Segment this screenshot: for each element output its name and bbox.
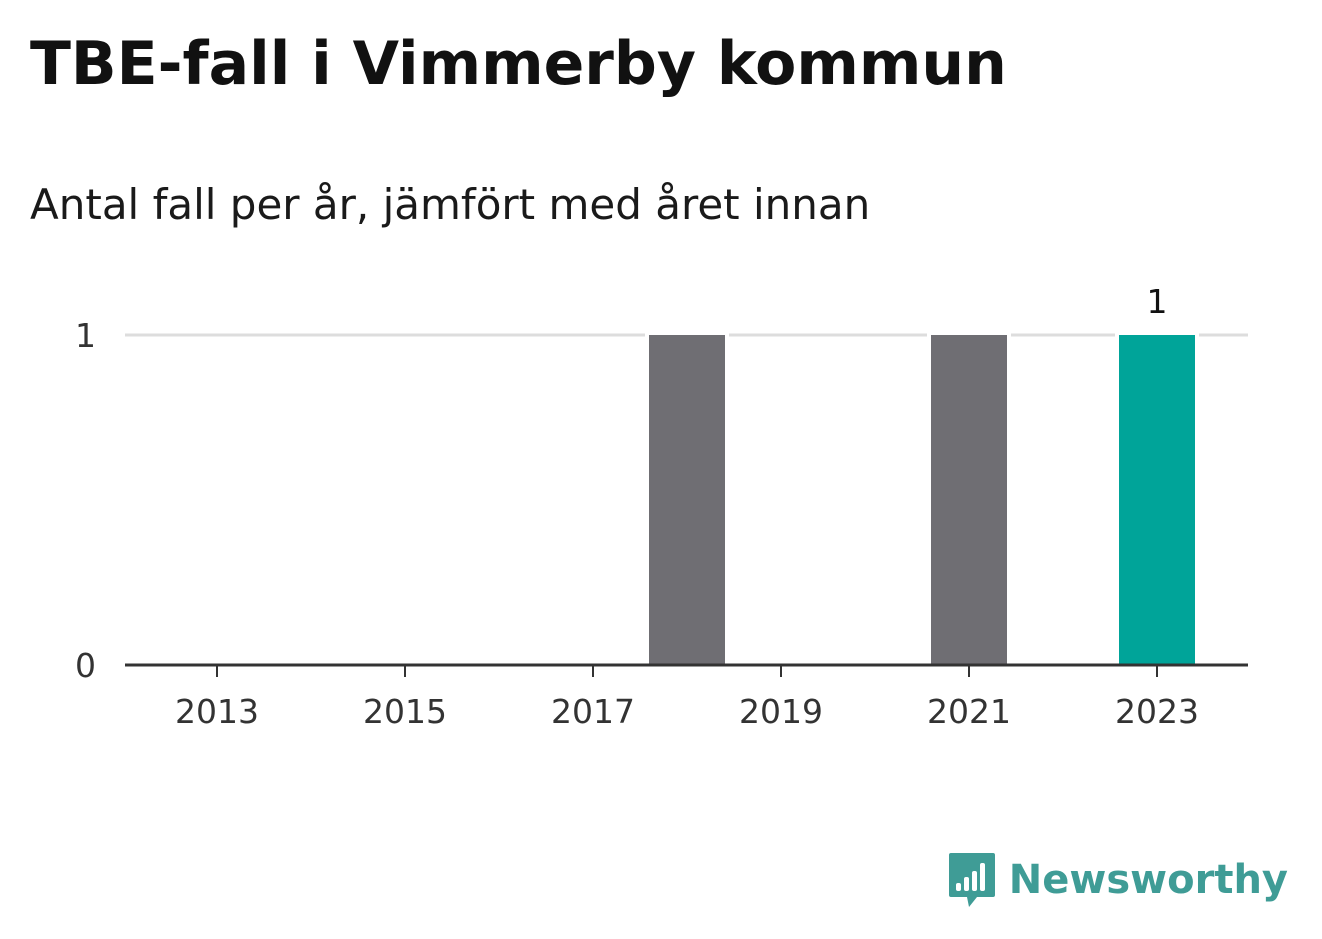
y-axis: 01: [75, 316, 96, 685]
value-labels: 1: [1147, 282, 1168, 321]
chart-title: TBE-fall i Vimmerby kommun: [30, 29, 1007, 99]
x-tick-label-2023: 2023: [1115, 692, 1199, 731]
logo-text: Newsworthy: [1008, 857, 1288, 903]
y-tick-label-0: 0: [75, 646, 96, 685]
bar-2021: [931, 335, 1007, 665]
bar-2018: [649, 335, 725, 665]
bars: [645, 331, 1199, 665]
x-tick-label-2021: 2021: [927, 692, 1011, 731]
bar-2023: [1119, 335, 1195, 665]
x-tick-label-2013: 2013: [175, 692, 259, 731]
newsworthy-logo: Newsworthy: [947, 851, 1288, 909]
chart-subtitle: Antal fall per år, jämfört med året inna…: [30, 180, 871, 229]
x-tick-label-2017: 2017: [551, 692, 635, 731]
value-label-2023: 1: [1147, 282, 1168, 321]
y-tick-label-1: 1: [75, 316, 96, 355]
x-axis: 2013 2015 2017 2019 2021 2023: [125, 663, 1248, 731]
x-tick-label-2019: 2019: [739, 692, 823, 731]
x-tick-label-2015: 2015: [363, 692, 447, 731]
chart-bubble-icon: [948, 853, 995, 907]
